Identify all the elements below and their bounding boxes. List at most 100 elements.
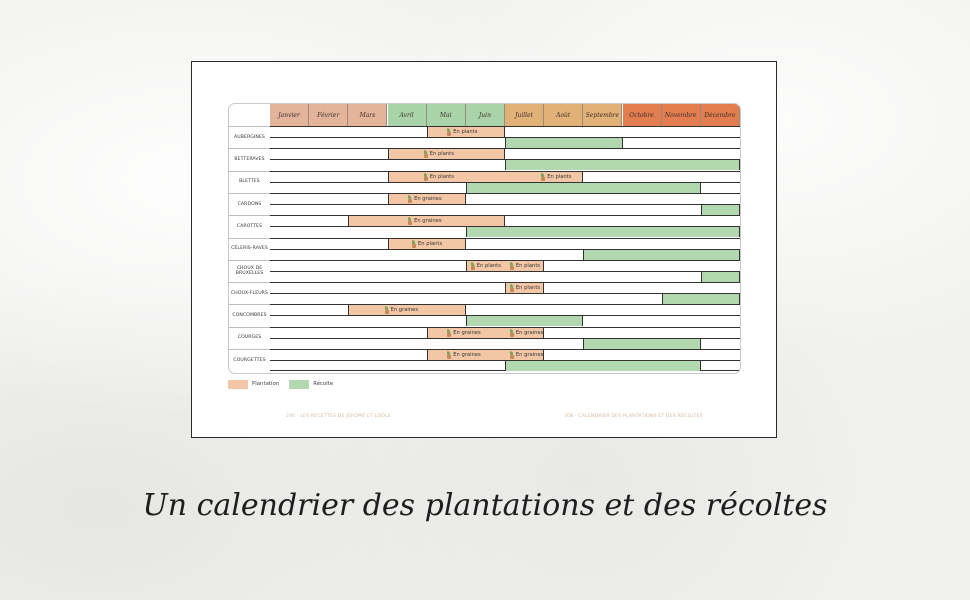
planting-method-label: En graines [515, 329, 544, 336]
planting-method-tag: En plants [509, 283, 540, 293]
month-6: Juin [465, 104, 505, 126]
vegetable-row: CHOUX-FLEURS En plants [229, 282, 740, 305]
planting-method-tag: En graines [509, 328, 543, 338]
recolte-lane [270, 181, 740, 193]
recolte-bar [465, 316, 584, 327]
legend-label-recolte: Récolte [313, 381, 334, 387]
recolte-bar [700, 204, 740, 215]
vegetable-name: CARDONS [229, 192, 270, 215]
vegetable-name: CONCOMBRES [229, 304, 270, 326]
caption: Un calendrier des plantations et des réc… [142, 488, 828, 523]
plantation-bar [387, 238, 466, 249]
plantation-bar [426, 350, 545, 360]
planting-method-label: En graines [414, 218, 442, 225]
planting-method-tag: En plants [470, 261, 501, 271]
plantation-bar [505, 283, 545, 294]
plantation-bar [426, 327, 545, 338]
recolte-lane [270, 270, 740, 282]
plantation-bar [348, 216, 505, 227]
planting-method-tag: En graines [446, 328, 481, 338]
recolte-lane [270, 315, 740, 327]
vegetable-row: CAROTTES En graines [229, 215, 740, 238]
planting-method-tag: En plants [423, 172, 454, 182]
seedling-icon [509, 262, 515, 270]
planting-method-tag: En plants [411, 239, 442, 249]
seedling-icon [470, 262, 476, 270]
month-12: Décembre [700, 104, 740, 126]
month-7: Juillet [505, 104, 545, 126]
planting-method-label: En graines [390, 307, 419, 314]
seedling-icon [384, 306, 390, 315]
month-4: Avril [387, 104, 427, 126]
month-9: Septembre [583, 104, 623, 126]
planting-method-tag: En plants [509, 261, 540, 271]
vegetable-row: CARDONS En graines [229, 192, 740, 215]
planting-method-tag: En graines [407, 194, 442, 204]
plantation-bar [387, 171, 584, 182]
planting-method-label: En plants [515, 285, 541, 292]
planting-calendar: Janvier Février Mars Avril Mai Juin Juillet Aoû… [228, 103, 741, 374]
seedling-icon [407, 217, 413, 226]
vegetable-name: COURGETTES [229, 349, 270, 371]
planting-method-label: En graines [515, 352, 544, 358]
planting-method-label: En plants [515, 262, 541, 269]
recolte-bar [465, 227, 740, 238]
plantation-bar [426, 127, 505, 137]
vegetable-name: CÉLERIS-RAVES [229, 237, 270, 260]
vegetable-name: BETTERAVES [229, 148, 270, 170]
seedling-icon [446, 128, 452, 136]
plantation-lane: En graines En graines [270, 326, 740, 338]
seedling-icon [509, 284, 515, 293]
month-3: Mars [348, 104, 388, 126]
recolte-bar [583, 249, 740, 260]
planting-method-label: En plants [547, 173, 572, 180]
seedling-icon [446, 351, 452, 359]
vegetable-row: CHOUX DE BRUXELLES En plants En plants [229, 259, 740, 282]
recolte-lane [270, 293, 740, 305]
seedling-icon [411, 240, 417, 248]
plantation-lane: En plants [270, 148, 740, 160]
month-8: Août [544, 104, 584, 126]
recolte-bar [661, 294, 740, 305]
footer-left: 290 · LES RECETTES DE JÉRÔME ET LOOLE [286, 414, 391, 419]
month-10: Octobre [622, 104, 662, 126]
planting-method-tag: En plants [446, 127, 477, 137]
seedling-icon [407, 195, 413, 203]
planting-method-tag: En graines [407, 216, 442, 226]
recolte-lane [270, 248, 740, 260]
planting-method-label: En graines [453, 329, 481, 336]
vegetable-row: BLETTES En plants En plants [229, 170, 740, 193]
vegetable-row: BETTERAVES En plants [229, 148, 740, 171]
month-2: Février [309, 104, 349, 126]
plantation-lane: En graines [270, 215, 740, 227]
legend-label-plantation: Plantation [252, 381, 280, 387]
document-page: Janvier Février Mars Avril Mai Juin Juillet Aoû… [191, 61, 777, 438]
planting-method-tag: En plants [540, 172, 571, 182]
plantation-lane: En plants [270, 282, 740, 294]
vegetable-row: COURGES En graines En graines [229, 326, 740, 349]
recolte-bar [465, 182, 701, 193]
planting-method-label: En plants [429, 151, 454, 158]
vegetable-row: AUBERGINES En plants [229, 126, 740, 148]
vegetable-row: COURGETTES En graines En graines [229, 349, 740, 371]
vegetable-name: AUBERGINES [229, 126, 270, 148]
plantation-bar [387, 193, 466, 204]
month-1: Janvier [270, 104, 310, 126]
plantation-lane: En graines [270, 192, 740, 204]
plantation-bar [387, 149, 505, 160]
plantation-bar [348, 305, 466, 316]
recolte-bar [505, 138, 623, 148]
plantation-bar [465, 260, 545, 271]
recolte-lane [270, 159, 740, 171]
recolte-bar [505, 160, 740, 171]
plantation-lane: En plants [270, 126, 740, 137]
month-5: Mai [426, 104, 466, 126]
seedling-icon [423, 150, 429, 159]
recolte-lane [270, 203, 740, 215]
legend-swatch-recolte [289, 379, 310, 389]
recolte-bar [583, 338, 701, 349]
vegetable-name: CAROTTES [229, 215, 270, 237]
vegetable-name: CHOUX DE BRUXELLES [229, 259, 270, 282]
seedling-icon [540, 173, 546, 181]
month-11: Novembre [661, 104, 701, 126]
